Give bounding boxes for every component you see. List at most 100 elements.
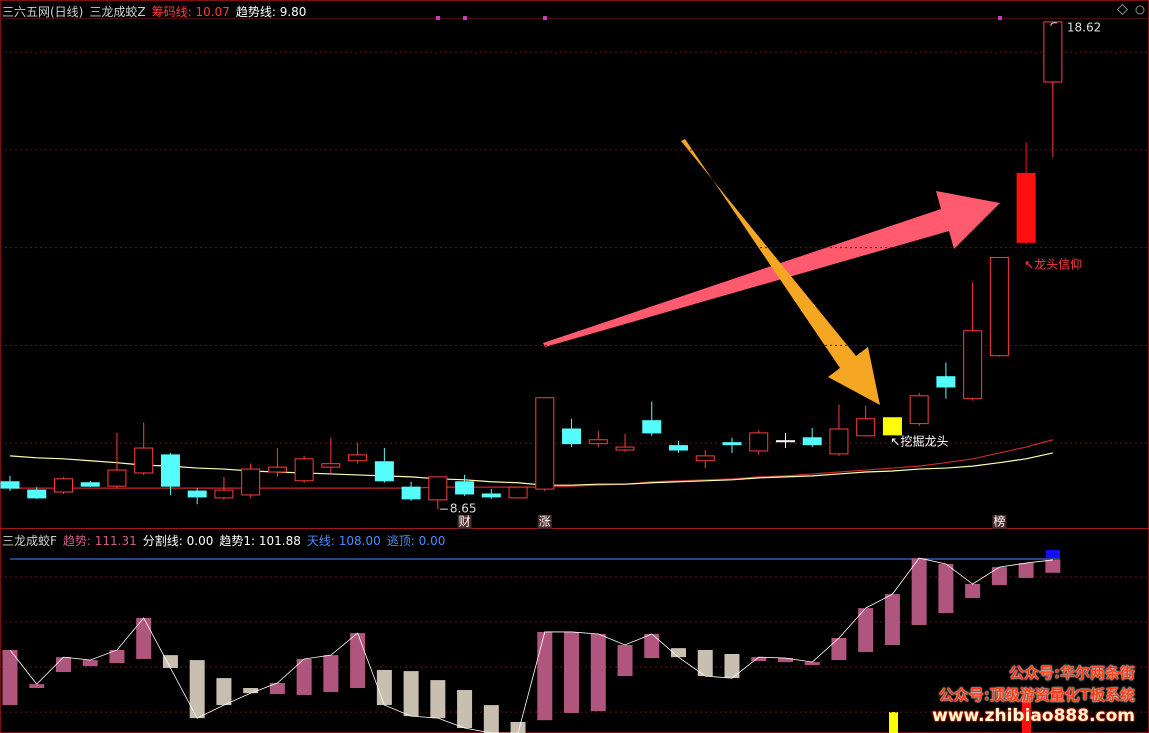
header-item: 筹码线: 10.07 bbox=[152, 3, 230, 20]
high-label: 18.62 bbox=[1067, 20, 1101, 34]
trend-bar bbox=[430, 680, 446, 719]
candle-body bbox=[562, 428, 582, 445]
candle-body bbox=[963, 330, 983, 400]
candle-body bbox=[53, 478, 73, 493]
annotation: ↖龙头信仰 bbox=[1024, 257, 1082, 272]
trend-bar bbox=[510, 721, 526, 733]
trend-bar bbox=[296, 658, 312, 695]
candle-body bbox=[802, 437, 822, 446]
watermark: www.zhibiao888.com bbox=[932, 706, 1135, 726]
trend-bar bbox=[1045, 559, 1061, 573]
marker-box bbox=[537, 515, 552, 529]
trend-bar bbox=[350, 633, 366, 688]
trend-bar bbox=[858, 608, 874, 652]
candle-body bbox=[535, 397, 555, 490]
header-label: 天线: bbox=[306, 534, 335, 548]
candle-body bbox=[749, 432, 769, 452]
candle-body bbox=[214, 489, 234, 499]
annotation: ↖挖掘龙头 bbox=[890, 434, 948, 449]
chart-title: 三六五网(日线) bbox=[2, 5, 84, 19]
trend-bar bbox=[1018, 563, 1034, 578]
main-header: 三六五网(日线) 三龙成蛟Z 筹码线: 10.07 趋势线: 9.80 bbox=[2, 3, 306, 20]
diamond-icon[interactable] bbox=[1116, 3, 1129, 16]
candle-body bbox=[401, 486, 421, 500]
signal-dot bbox=[463, 16, 467, 20]
trend-bar bbox=[136, 617, 152, 659]
trend-bar bbox=[483, 705, 499, 733]
candle-body bbox=[588, 439, 608, 445]
trend-bar bbox=[697, 649, 713, 677]
candle-body bbox=[1043, 21, 1063, 83]
trend-bar bbox=[831, 638, 847, 661]
signal-bar bbox=[1022, 700, 1031, 733]
indicator-name: 三龙成蛟F bbox=[2, 534, 57, 548]
candle-body bbox=[241, 468, 261, 496]
candle-body bbox=[187, 490, 207, 498]
trend-bar bbox=[617, 645, 633, 677]
candle-body bbox=[722, 442, 742, 446]
trend-bar bbox=[162, 655, 178, 668]
candle-body bbox=[80, 482, 100, 487]
trend-bar bbox=[55, 657, 71, 673]
trend-bar bbox=[243, 687, 259, 694]
trend-bar bbox=[938, 563, 954, 614]
marker: 财 bbox=[459, 515, 471, 529]
candle-body bbox=[160, 454, 180, 487]
marker: 涨 bbox=[539, 514, 551, 529]
candle-body bbox=[481, 493, 501, 498]
header-value: 111.31 bbox=[94, 534, 137, 548]
ma-line bbox=[10, 439, 1054, 489]
watermark: 公众号:华尔两条街 bbox=[1009, 664, 1135, 682]
trend-bar bbox=[671, 648, 686, 658]
trend-bar bbox=[644, 633, 660, 659]
pink-arrow bbox=[543, 191, 1000, 347]
candle-body bbox=[455, 481, 475, 495]
candle-body bbox=[428, 476, 448, 501]
header-value: 10.07 bbox=[195, 5, 230, 19]
trend-bar bbox=[29, 684, 45, 688]
candle-body bbox=[508, 486, 528, 499]
header-label: 逃顶: bbox=[386, 534, 415, 548]
header-value: 101.88 bbox=[258, 534, 301, 548]
candle-body bbox=[134, 447, 154, 474]
trend-bar bbox=[323, 655, 339, 693]
trend-bar bbox=[590, 633, 606, 712]
trend-bar bbox=[991, 567, 1007, 586]
signal-dot bbox=[998, 16, 1002, 20]
candle-body bbox=[321, 463, 341, 468]
candle-body bbox=[669, 445, 688, 451]
indicator-name: 三龙成蛟Z bbox=[89, 5, 146, 19]
trend-bar bbox=[751, 657, 767, 661]
candle-body bbox=[27, 489, 47, 499]
trend-bar bbox=[269, 683, 285, 695]
header-value: 108.00 bbox=[338, 534, 381, 548]
trend-bar bbox=[804, 662, 820, 666]
ma-line bbox=[9, 452, 1053, 486]
candle-body bbox=[615, 446, 635, 451]
trend-bar bbox=[216, 678, 232, 706]
candle-body bbox=[856, 418, 876, 437]
header-item: 逃顶: 0.00 bbox=[387, 532, 446, 549]
sub-header: 三龙成蛟F 趋势: 111.31 分割线: 0.00 趋势1: 101.88 天线: … bbox=[2, 532, 445, 549]
trend-bar bbox=[82, 660, 98, 667]
trend-bar bbox=[2, 649, 18, 706]
signal-bar bbox=[889, 712, 898, 733]
trend-bar bbox=[564, 631, 580, 713]
candle-body bbox=[642, 420, 662, 434]
trend-bar bbox=[724, 654, 740, 679]
candle-body bbox=[936, 376, 956, 388]
trend-bar bbox=[537, 631, 553, 721]
header-label: 趋势: bbox=[62, 534, 91, 548]
trend-bar bbox=[965, 584, 981, 598]
candle-body bbox=[829, 428, 849, 455]
low-label: 8.65 bbox=[450, 502, 477, 516]
arrow-icon bbox=[1050, 22, 1057, 26]
trend-bar bbox=[376, 669, 392, 706]
orange-arrow bbox=[681, 139, 880, 405]
signal-dot bbox=[543, 16, 547, 20]
candle-body bbox=[374, 461, 394, 482]
candle-body bbox=[695, 455, 715, 462]
circle-icon[interactable] bbox=[1135, 5, 1145, 15]
